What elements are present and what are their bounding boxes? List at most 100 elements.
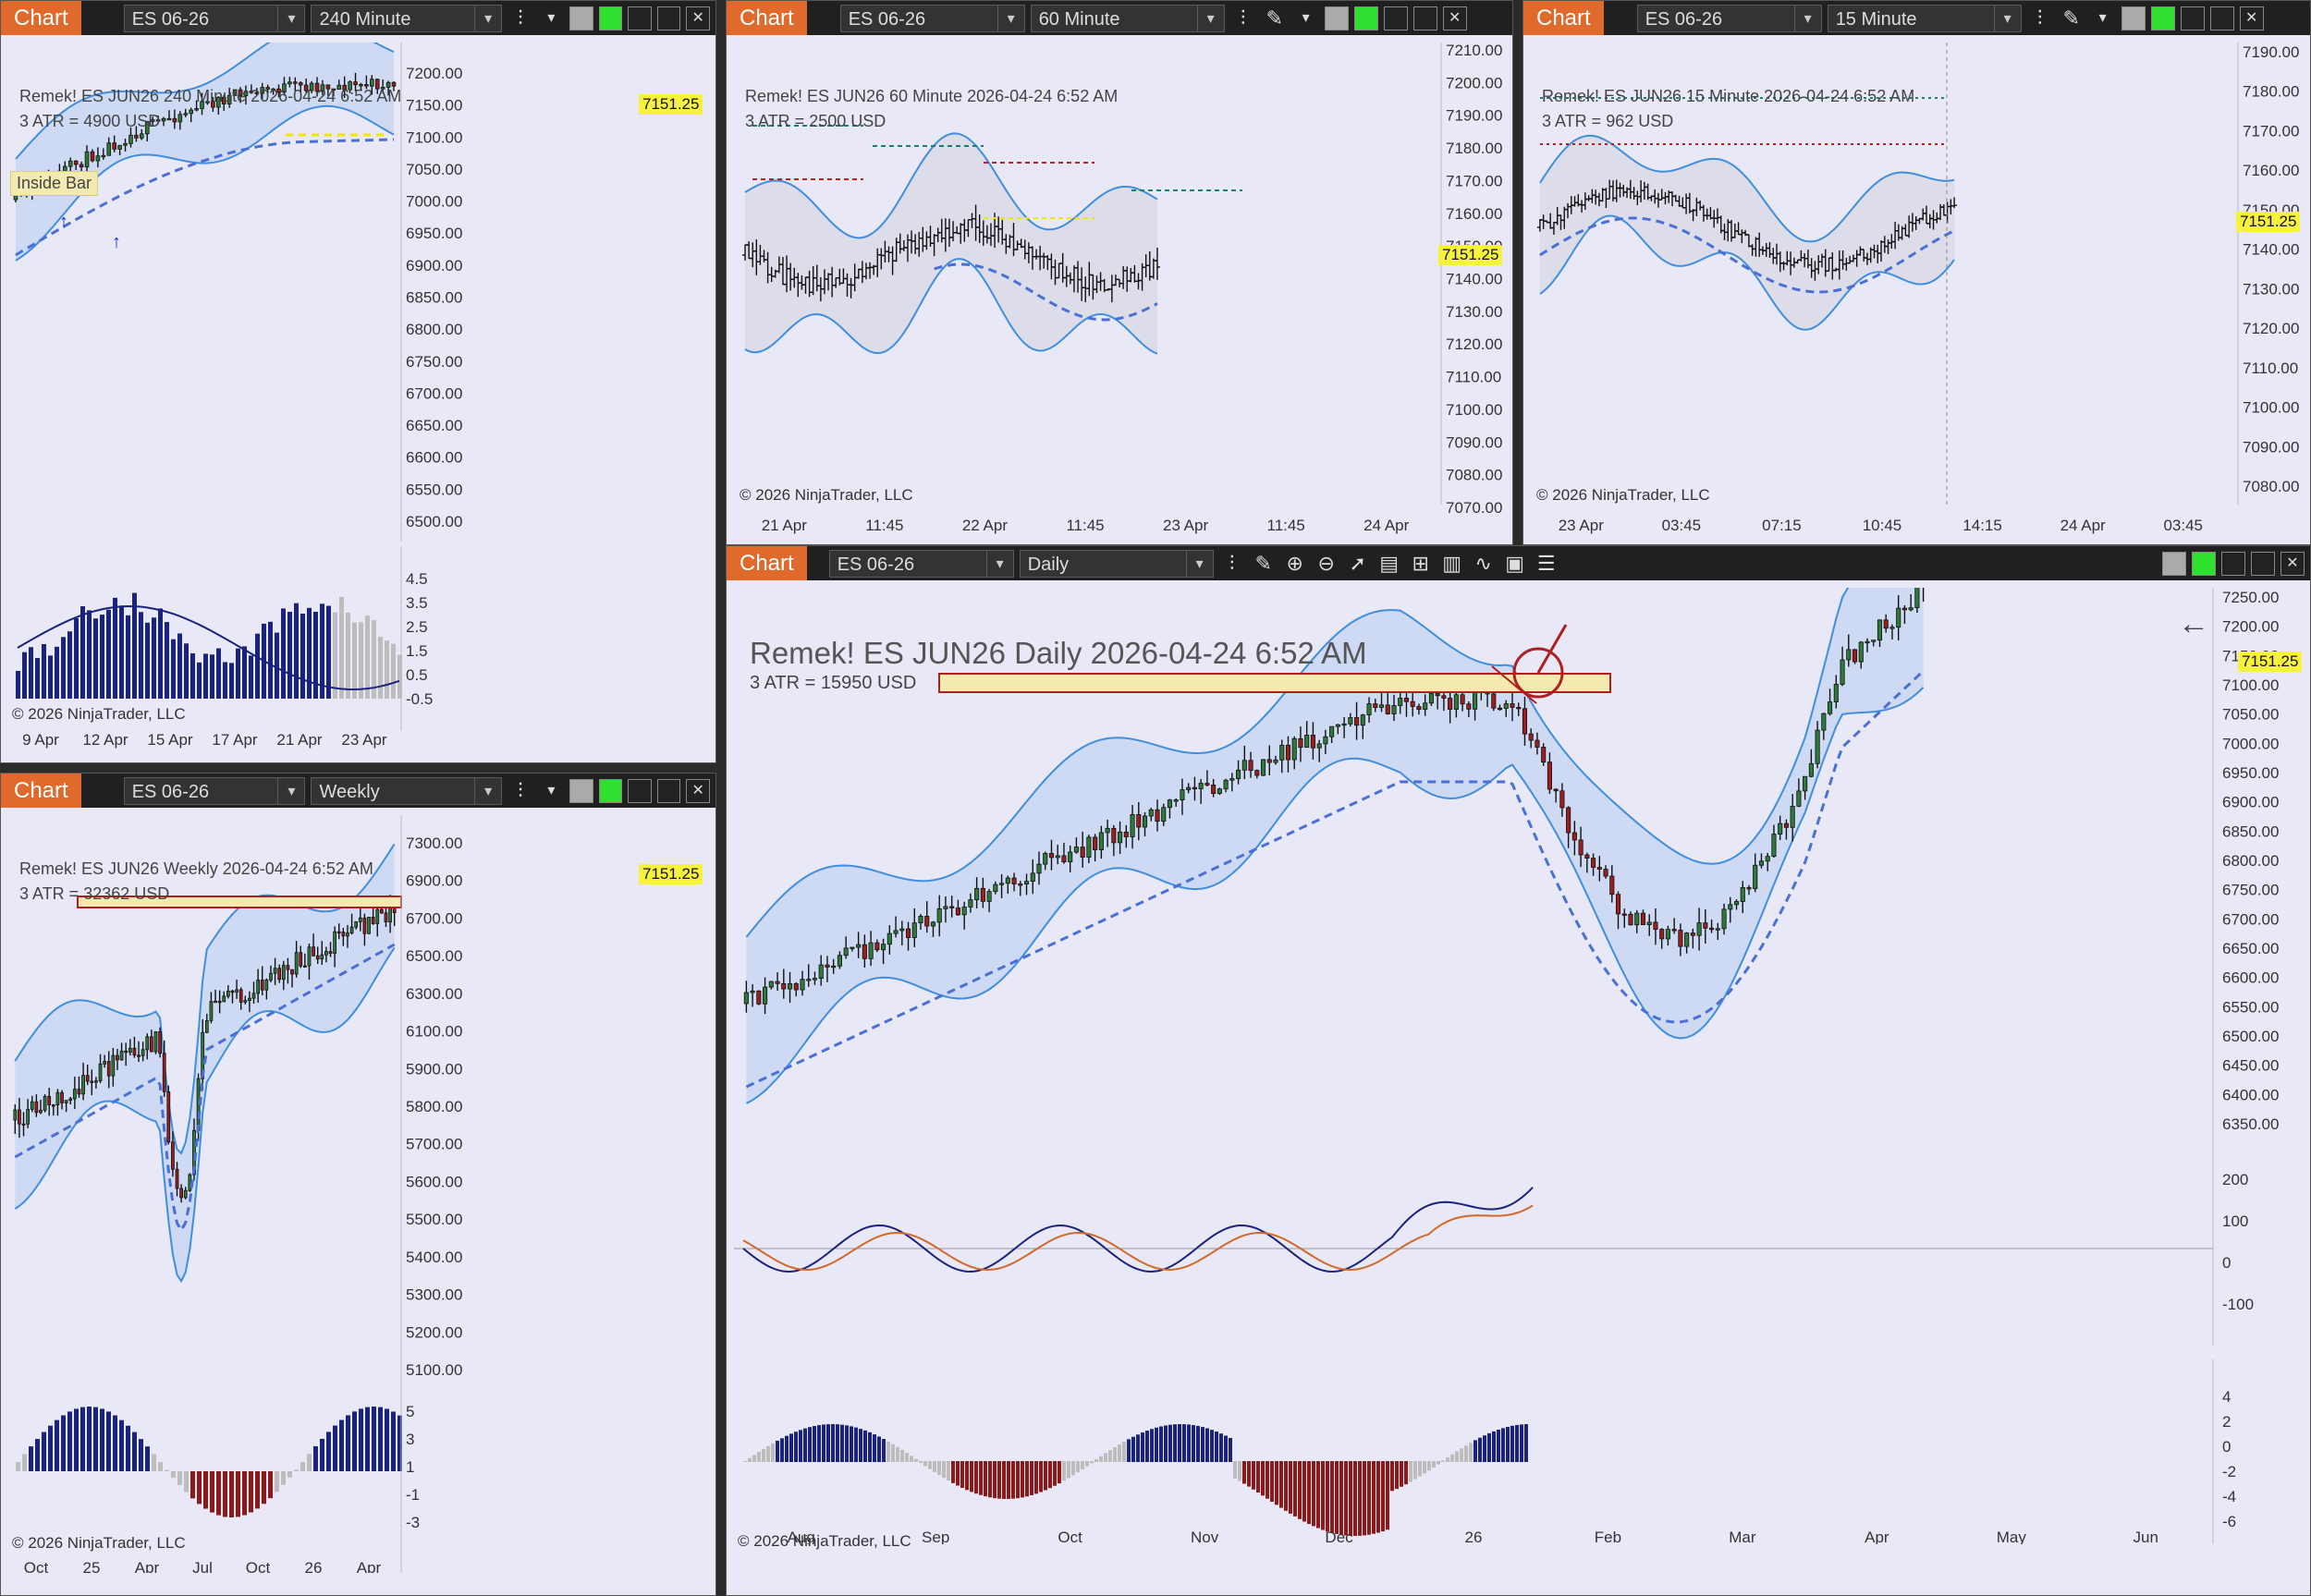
chevron-down-icon[interactable]: ▾ <box>1196 5 1224 31</box>
minimize-placeholder-icon[interactable] <box>569 778 593 803</box>
chart-tab[interactable]: Chart <box>727 546 807 580</box>
histogram-bar <box>965 1461 969 1491</box>
candle-body <box>1559 790 1565 809</box>
histogram-bar <box>1284 1461 1288 1511</box>
chevron-down-icon[interactable]: ▾ <box>997 5 1024 31</box>
strategies-icon[interactable]: ∿ <box>1474 551 1492 575</box>
chevron-down-icon[interactable]: ▾ <box>1302 9 1310 26</box>
close-icon[interactable]: ✕ <box>686 778 710 803</box>
minimize-icon[interactable] <box>2180 6 2205 30</box>
bar-style-icon[interactable]: ⫶ <box>518 6 523 30</box>
alerts-icon[interactable]: ▣ <box>1505 551 1525 575</box>
minimize-icon[interactable] <box>1383 6 1408 30</box>
bar-style-icon[interactable]: ⫶ <box>518 778 523 802</box>
close-icon[interactable]: ✕ <box>2280 551 2305 576</box>
draw-tool-icon[interactable]: ✎ <box>1254 551 1272 575</box>
candle-body <box>256 980 261 994</box>
timeframe-selector[interactable]: 240 Minute ▾ <box>311 4 503 32</box>
candle-body <box>837 955 842 967</box>
indicators-icon[interactable]: ▥ <box>1442 551 1462 575</box>
atr-bar <box>397 654 402 699</box>
instrument-selector[interactable]: ES 06-26 ▾ <box>123 776 306 805</box>
candle-body <box>307 946 312 967</box>
back-arrow-icon[interactable]: ← <box>2178 606 2209 641</box>
timeframe-selector[interactable]: Daily ▾ <box>1019 549 1214 578</box>
data-box-icon[interactable]: ▤ <box>1379 551 1400 575</box>
draw-tool-icon[interactable]: ✎ <box>1266 6 1283 30</box>
histogram-bar <box>960 1461 964 1488</box>
minimize-placeholder-icon[interactable] <box>2121 6 2146 30</box>
link-green-icon[interactable] <box>598 6 623 30</box>
maximize-icon[interactable] <box>656 778 681 803</box>
chart-tab[interactable]: Chart <box>1 1 81 35</box>
candle-body <box>1111 827 1117 844</box>
maximize-icon[interactable] <box>656 6 681 30</box>
histogram-bar <box>1076 1461 1080 1473</box>
minimize-placeholder-icon[interactable] <box>1324 6 1349 30</box>
instrument-selector[interactable]: ES 06-26 ▾ <box>123 4 306 32</box>
chevron-down-icon[interactable]: ▾ <box>2098 9 2107 26</box>
bar-style-icon[interactable]: ⫶ <box>1240 6 1246 30</box>
candle-body <box>1591 858 1596 868</box>
maximize-icon[interactable] <box>2251 551 2275 576</box>
chevron-down-icon[interactable]: ▾ <box>474 777 501 804</box>
timeframe-selector[interactable]: 15 Minute ▾ <box>1827 4 2022 32</box>
chevron-down-icon[interactable]: ▾ <box>1185 550 1213 577</box>
chevron-down-icon[interactable]: ▾ <box>985 550 1013 577</box>
minimize-icon[interactable] <box>628 778 652 803</box>
minimize-icon[interactable] <box>628 6 652 30</box>
candle-body <box>77 1089 81 1095</box>
timeframe-selector[interactable]: Weekly ▾ <box>311 776 503 805</box>
chevron-down-icon[interactable]: ▾ <box>547 9 556 26</box>
candle-body <box>818 964 824 980</box>
atr-bar <box>281 608 286 699</box>
link-green-icon[interactable] <box>1353 6 1378 30</box>
bar-style-icon[interactable]: ⫶ <box>1229 551 1235 575</box>
candle-body <box>1005 877 1010 884</box>
histogram-bar <box>1025 1461 1029 1497</box>
volatility-band <box>16 43 394 261</box>
candle-body <box>342 84 347 91</box>
maximize-icon[interactable] <box>1412 6 1437 30</box>
price-axis-tick-label: 5600.00 <box>406 1173 462 1190</box>
time-axis-tick-label: 14:15 <box>1963 517 2002 534</box>
chevron-down-icon[interactable]: ▾ <box>1793 5 1821 31</box>
histogram-bar <box>236 1471 240 1517</box>
link-green-icon[interactable] <box>2192 551 2216 576</box>
list-icon[interactable]: ☰ <box>1536 551 1556 575</box>
oscillator-axis-tick-label: 100 <box>2222 1212 2248 1230</box>
instrument-selector[interactable]: ES 06-26 ▾ <box>839 4 1025 32</box>
price-axis-tick-label: 7140.00 <box>2243 241 2299 259</box>
price-axis-tick-label: 7050.00 <box>406 161 462 178</box>
chevron-down-icon[interactable]: ▾ <box>277 5 304 31</box>
histogram-bar <box>882 1439 886 1462</box>
close-icon[interactable]: ✕ <box>2239 6 2264 30</box>
minimize-placeholder-icon[interactable] <box>569 6 593 30</box>
minimize-placeholder-icon[interactable] <box>2162 551 2186 576</box>
candle-body <box>1217 788 1222 795</box>
close-icon[interactable]: ✕ <box>1442 6 1467 30</box>
candle-body <box>1266 759 1272 763</box>
zoom-out-icon[interactable]: ⊖ <box>1317 551 1335 575</box>
maximize-icon[interactable] <box>2209 6 2234 30</box>
chevron-down-icon[interactable]: ▾ <box>277 777 304 804</box>
chevron-down-icon[interactable]: ▾ <box>474 5 501 31</box>
chart-tab[interactable]: Chart <box>1 774 81 808</box>
close-icon[interactable]: ✕ <box>686 6 710 30</box>
timeframe-selector[interactable]: 60 Minute ▾ <box>1030 4 1225 32</box>
chart-style-icon[interactable]: ⊞ <box>1412 551 1429 575</box>
histogram-bar <box>1492 1431 1496 1462</box>
chart-tab[interactable]: Chart <box>1523 1 1604 35</box>
instrument-selector[interactable]: ES 06-26 ▾ <box>1636 4 1822 32</box>
chevron-down-icon[interactable]: ▾ <box>547 782 556 798</box>
pointer-icon[interactable]: ➚ <box>1349 551 1366 575</box>
chart-tab[interactable]: Chart <box>727 1 807 35</box>
chevron-down-icon[interactable]: ▾ <box>1993 5 2021 31</box>
link-green-icon[interactable] <box>2150 6 2175 30</box>
zoom-in-icon[interactable]: ⊕ <box>1286 551 1303 575</box>
minimize-icon[interactable] <box>2221 551 2245 576</box>
link-green-icon[interactable] <box>598 778 623 803</box>
instrument-selector[interactable]: ES 06-26 ▾ <box>828 549 1014 578</box>
draw-tool-icon[interactable]: ✎ <box>2062 6 2080 30</box>
bar-style-icon[interactable]: ⫶ <box>2036 6 2043 30</box>
